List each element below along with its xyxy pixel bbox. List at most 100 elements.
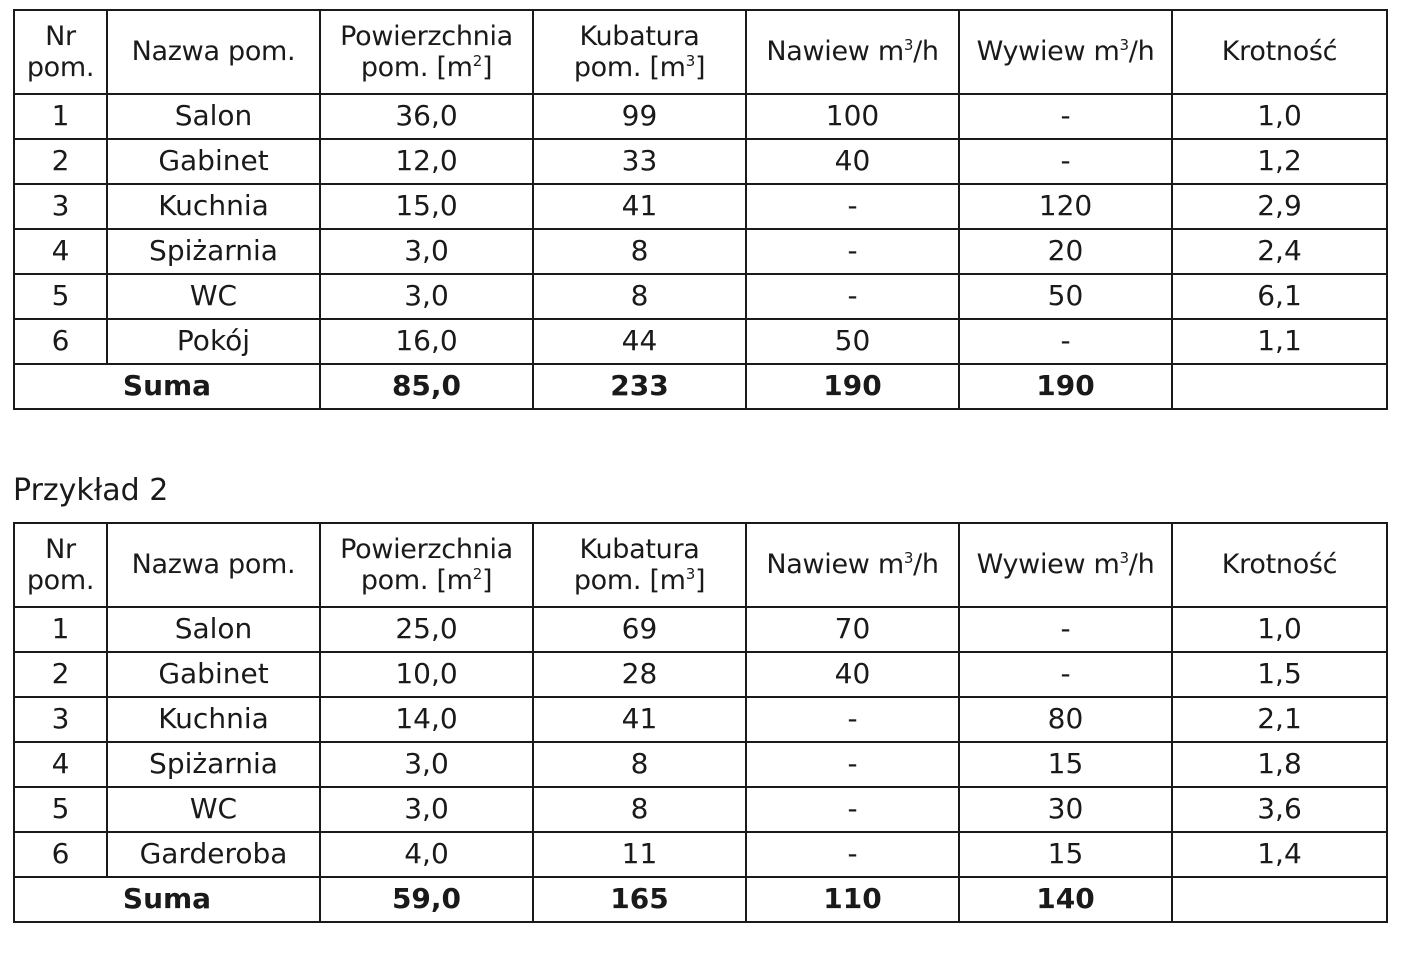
table-row: 1 Salon 36,0 99 100-1,0	[13, 93, 1388, 140]
cell-supply: 50	[745, 318, 960, 365]
table-row: 5 WC 3,0 8-30 3,6	[13, 786, 1388, 833]
cell-nr: 1	[13, 93, 108, 140]
cell-rate: 1,5	[1171, 651, 1388, 698]
table-row: 2 Gabinet 10,0 28 40-1,5	[13, 651, 1388, 698]
cell-nr: 3	[13, 183, 108, 230]
sum-volume: 233	[532, 363, 747, 410]
cell-area: 14,0	[319, 696, 534, 743]
header-volume: Kubatura pom. [m3]	[532, 522, 747, 608]
header-exhaust: Wywiew m3/h	[958, 9, 1173, 95]
cell-supply: -	[745, 831, 960, 878]
ventilation-table-example-1: Nr pom. Nazwa pom. Powierzchnia pom. [m2] …	[13, 9, 1388, 410]
cell-rate: 3,6	[1171, 786, 1388, 833]
cell-exhaust: 15	[958, 831, 1173, 878]
cell-exhaust: -	[958, 138, 1173, 185]
cell-area: 3,0	[319, 228, 534, 275]
cell-area: 3,0	[319, 786, 534, 833]
cell-area: 3,0	[319, 741, 534, 788]
table-row: 3 Kuchnia 15,0 41-120 2,9	[13, 183, 1388, 230]
sum-label: Suma	[13, 363, 321, 410]
cell-volume: 11	[532, 831, 747, 878]
cell-exhaust: -	[958, 651, 1173, 698]
cell-supply: -	[745, 183, 960, 230]
cell-nr: 3	[13, 696, 108, 743]
header-nr: Nr pom.	[13, 522, 108, 608]
sum-area: 59,0	[319, 876, 534, 923]
cell-area: 15,0	[319, 183, 534, 230]
cell-name: Garderoba	[106, 831, 321, 878]
cell-name: Kuchnia	[106, 696, 321, 743]
cell-name: Pokój	[106, 318, 321, 365]
cell-exhaust: -	[958, 318, 1173, 365]
header-exhaust: Wywiew m3/h	[958, 522, 1173, 608]
sum-label: Suma	[13, 876, 321, 923]
header-name: Nazwa pom.	[106, 9, 321, 95]
cell-supply: 100	[745, 93, 960, 140]
cell-area: 25,0	[319, 606, 534, 653]
cell-exhaust: 50	[958, 273, 1173, 320]
header-area: Powierzchnia pom. [m2]	[319, 522, 534, 608]
cell-volume: 44	[532, 318, 747, 365]
cell-volume: 41	[532, 696, 747, 743]
cell-exhaust: 80	[958, 696, 1173, 743]
sum-exhaust: 140	[958, 876, 1173, 923]
cell-nr: 6	[13, 831, 108, 878]
cell-rate: 1,2	[1171, 138, 1388, 185]
cell-supply: -	[745, 786, 960, 833]
sum-row: Suma 59,0 165 110 140	[13, 876, 1388, 923]
cell-exhaust: 15	[958, 741, 1173, 788]
cell-name: Gabinet	[106, 651, 321, 698]
cell-supply: 70	[745, 606, 960, 653]
header-supply: Nawiew m3/h	[745, 522, 960, 608]
ventilation-table-example-2: Nr pom. Nazwa pom. Powierzchnia pom. [m2] …	[13, 522, 1388, 923]
cell-rate: 1,0	[1171, 93, 1388, 140]
cell-supply: -	[745, 741, 960, 788]
header-supply: Nawiew m3/h	[745, 9, 960, 95]
cell-volume: 69	[532, 606, 747, 653]
table-row: 6 Garderoba 4,0 11-15 1,4	[13, 831, 1388, 878]
table-row: 4 Spiżarnia 3,0 8-20 2,4	[13, 228, 1388, 275]
header-rate: Krotność	[1171, 9, 1388, 95]
sum-volume: 165	[532, 876, 747, 923]
cell-volume: 41	[532, 183, 747, 230]
cell-nr: 1	[13, 606, 108, 653]
sum-exhaust: 190	[958, 363, 1173, 410]
cell-volume: 8	[532, 741, 747, 788]
cell-rate: 1,4	[1171, 831, 1388, 878]
example-2-caption: Przykład 2	[13, 473, 169, 508]
cell-exhaust: 120	[958, 183, 1173, 230]
table-header-row: Nr pom. Nazwa pom. Powierzchnia pom. [m2] …	[13, 9, 1388, 95]
cell-volume: 8	[532, 786, 747, 833]
cell-area: 10,0	[319, 651, 534, 698]
cell-volume: 8	[532, 228, 747, 275]
cell-name: WC	[106, 273, 321, 320]
cell-name: WC	[106, 786, 321, 833]
cell-volume: 33	[532, 138, 747, 185]
header-area: Powierzchnia pom. [m2]	[319, 9, 534, 95]
cell-supply: 40	[745, 651, 960, 698]
table-row: 2 Gabinet 12,0 33 40-1,2	[13, 138, 1388, 185]
cell-name: Gabinet	[106, 138, 321, 185]
cell-supply: -	[745, 696, 960, 743]
cell-name: Kuchnia	[106, 183, 321, 230]
header-nr: Nr pom.	[13, 9, 108, 95]
table-row: 4 Spiżarnia 3,0 8-15 1,8	[13, 741, 1388, 788]
cell-nr: 5	[13, 786, 108, 833]
sum-rate	[1171, 363, 1388, 410]
cell-area: 16,0	[319, 318, 534, 365]
cell-area: 12,0	[319, 138, 534, 185]
cell-rate: 6,1	[1171, 273, 1388, 320]
cell-supply: -	[745, 273, 960, 320]
cell-name: Salon	[106, 606, 321, 653]
table-row: 5 WC 3,0 8-50 6,1	[13, 273, 1388, 320]
cell-rate: 1,1	[1171, 318, 1388, 365]
cell-area: 36,0	[319, 93, 534, 140]
cell-nr: 6	[13, 318, 108, 365]
cell-nr: 2	[13, 138, 108, 185]
table-row: 3 Kuchnia 14,0 41-80 2,1	[13, 696, 1388, 743]
cell-name: Salon	[106, 93, 321, 140]
cell-nr: 4	[13, 228, 108, 275]
cell-supply: 40	[745, 138, 960, 185]
cell-rate: 2,9	[1171, 183, 1388, 230]
cell-volume: 28	[532, 651, 747, 698]
